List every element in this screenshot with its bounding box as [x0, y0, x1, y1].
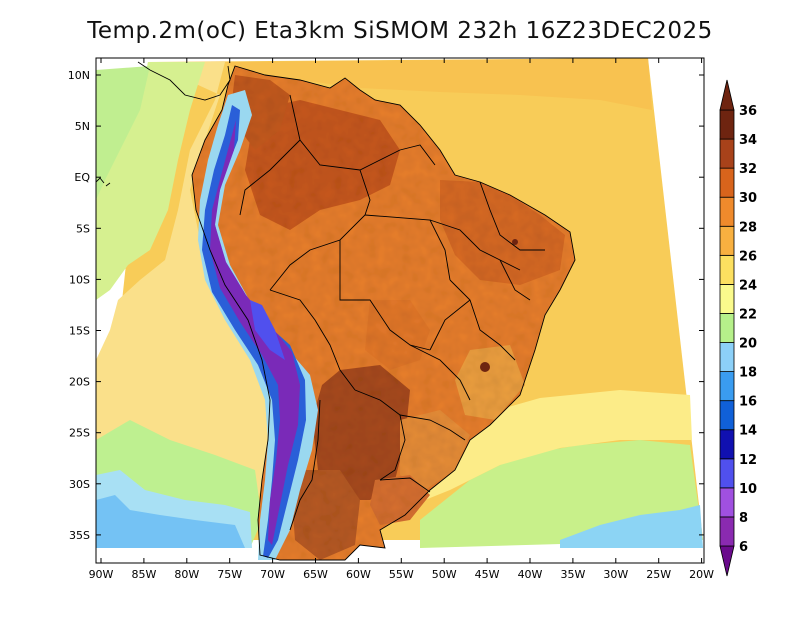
lon-tick-label: 40W: [518, 568, 543, 581]
lon-tick-label: 65W: [303, 568, 328, 581]
lon-tick-label: 35W: [560, 568, 585, 581]
lon-tick-label: 80W: [174, 568, 199, 581]
colorbar-bin: [719, 313, 735, 343]
lon-tick-label: 50W: [432, 568, 457, 581]
andes-glacier: [250, 300, 285, 360]
hot-spot-2: [512, 239, 518, 245]
colorbar-bin: [719, 196, 735, 227]
lon-tick-label: 55W: [389, 568, 414, 581]
lat-tick-label: 35S: [69, 529, 90, 542]
colorbar-bin: [719, 545, 735, 577]
lat-tick-label: 15S: [69, 325, 90, 338]
colorbar-bin: [719, 342, 735, 372]
central-america-coast: [137, 61, 231, 101]
colorbar-bin: [719, 283, 735, 314]
lon-tick-label: 90W: [89, 568, 114, 581]
hot-chaco: [312, 365, 410, 500]
colorbar-bin: [719, 167, 735, 198]
hot-colombia: [232, 75, 290, 150]
colorbar-bin: [719, 458, 735, 489]
lat-tick-label: EQ: [74, 171, 90, 184]
lon-tick-label: 20W: [689, 568, 714, 581]
colorbar-bin: [719, 109, 735, 140]
lon-tick-label: 25W: [646, 568, 671, 581]
map-title: Temp.2m(oC) Eta3km SiSMOM 232h 16Z23DEC2…: [87, 18, 713, 44]
colorbar-bin: [719, 371, 735, 402]
colorbar-tick-label: 22: [739, 307, 757, 322]
pacific-yellow-green: [96, 62, 205, 300]
colorbar-tick-label: 24: [739, 278, 757, 293]
lat-tick-label: 5S: [76, 222, 90, 235]
pacific-deep-blue: [96, 495, 245, 548]
colorbar-bin: [719, 138, 735, 169]
colorbar-bin: [719, 516, 735, 547]
galapagos: [96, 177, 111, 187]
colorbar-bin: [719, 254, 735, 285]
atlantic-southeast-blue: [560, 505, 703, 548]
colorbar-bin: [719, 429, 735, 460]
plot-border: [95, 57, 705, 564]
colorbar-tick-label: 8: [739, 511, 748, 526]
colorbar-bin: [719, 79, 735, 111]
lon-tick-label: 85W: [131, 568, 156, 581]
country-borders: [191, 65, 576, 561]
lat-tick-label: 10N: [68, 69, 90, 82]
colorbar-tick-label: 16: [739, 395, 757, 410]
lon-tick-label: 70W: [260, 568, 285, 581]
lat-tick-label: 25S: [69, 427, 90, 440]
latitude-axis: 10N 5N EQ 5S 10S 15S 20S 25S 30S 35S: [68, 69, 704, 542]
colorbar-tick-label: 28: [739, 220, 757, 235]
colorbar-bin: [719, 225, 735, 256]
warm-southeast-coast: [455, 345, 525, 420]
lon-tick-label: 60W: [346, 568, 371, 581]
colorbar-tick-label: 6: [739, 540, 748, 555]
colorbar-tick-label: 36: [739, 104, 757, 119]
lon-tick-label: 30W: [603, 568, 628, 581]
atlantic-warm-band: [380, 390, 692, 510]
colorbar-tick-label: 26: [739, 249, 757, 264]
colorbar-tick-label: 30: [739, 191, 757, 206]
lon-tick-label: 45W: [475, 568, 500, 581]
colorbar-bin: [719, 400, 735, 431]
warm-uruguay: [370, 475, 430, 525]
longitude-axis: 90W 85W 80W 75W 70W 65W 60W 55W 50W 45W 40W 35W 30W 2…: [89, 58, 714, 581]
colorbar-tick-label: 32: [739, 162, 757, 177]
andes-coldest: [210, 120, 300, 545]
colorbar-tick-label: 34: [739, 133, 757, 148]
colorbar-tick-label: 12: [739, 453, 757, 468]
lat-tick-label: 5N: [75, 120, 90, 133]
hot-patagonia-north: [292, 470, 360, 560]
lat-tick-label: 10S: [69, 273, 90, 286]
hot-northeast: [440, 180, 565, 285]
colorbar-tick-label: 18: [739, 366, 757, 381]
lat-tick-label: 30S: [69, 478, 90, 491]
colorbar-bin: [719, 487, 735, 518]
lon-tick-label: 75W: [217, 568, 242, 581]
colorbar-tick-label: 20: [739, 337, 757, 352]
pacific-green-west: [96, 66, 150, 200]
caribbean-warm: [225, 58, 652, 110]
temperature-colorbar: 6 8 10 12 14 16 18 20 22 24 26 28 30 32 34 36: [719, 79, 757, 577]
colorbar-tick-label: 14: [739, 424, 757, 439]
colorbar-tick-label: 10: [739, 482, 757, 497]
lat-tick-label: 20S: [69, 376, 90, 389]
warm-south-brazil: [400, 410, 470, 490]
hot-spot-1: [480, 362, 490, 372]
